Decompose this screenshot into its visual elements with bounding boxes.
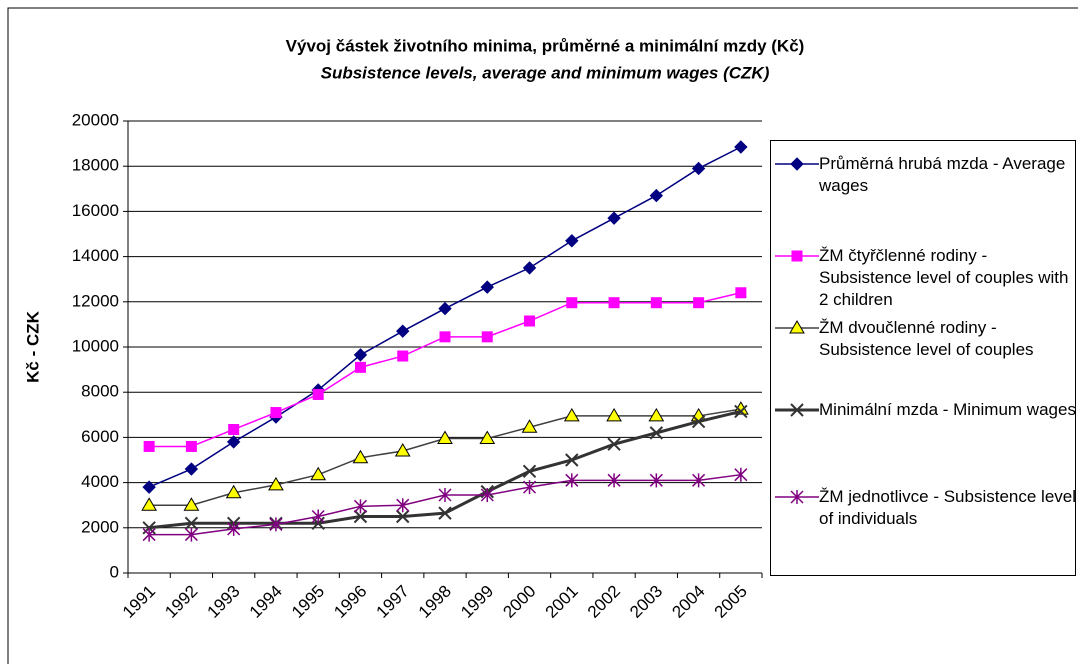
marker bbox=[734, 140, 748, 154]
marker bbox=[394, 442, 411, 457]
marker bbox=[310, 466, 327, 481]
legend-swatch bbox=[775, 320, 819, 334]
marker bbox=[649, 188, 664, 203]
marker bbox=[438, 301, 452, 316]
marker bbox=[521, 419, 538, 433]
marker bbox=[650, 297, 662, 309]
y-tick-label: 18000 bbox=[72, 156, 119, 175]
marker bbox=[693, 297, 705, 309]
marker bbox=[141, 497, 158, 511]
chart-title: Vývoj částek životního minima, průměrné … bbox=[286, 36, 805, 55]
marker bbox=[354, 361, 366, 373]
legend: Průměrná hrubá mzda - Average wages ŽM čt… bbox=[770, 140, 1076, 576]
marker bbox=[649, 426, 664, 440]
marker bbox=[480, 280, 494, 294]
y-tick-label: 20000 bbox=[72, 110, 119, 129]
marker bbox=[734, 467, 748, 482]
marker bbox=[438, 506, 452, 520]
marker bbox=[143, 440, 155, 452]
marker bbox=[185, 440, 197, 452]
y-tick-label: 4000 bbox=[81, 472, 119, 491]
marker bbox=[226, 435, 241, 449]
marker bbox=[735, 287, 747, 299]
marker bbox=[522, 261, 537, 275]
marker bbox=[565, 453, 579, 467]
y-tick-label: 0 bbox=[110, 562, 119, 581]
marker bbox=[791, 250, 803, 262]
legend-label: ŽM čtyřčlenné rodiny - Subsistence level… bbox=[819, 246, 1069, 309]
legend-label: ŽM dvoučlenné rodiny - Subsistence level… bbox=[819, 318, 1034, 359]
marker bbox=[397, 350, 409, 362]
marker bbox=[396, 509, 410, 524]
marker bbox=[268, 476, 284, 491]
marker bbox=[396, 324, 410, 338]
marker bbox=[790, 157, 804, 171]
marker bbox=[523, 480, 537, 495]
marker bbox=[691, 161, 706, 176]
marker bbox=[183, 497, 200, 511]
marker bbox=[607, 473, 621, 488]
marker bbox=[565, 234, 579, 248]
marker bbox=[353, 499, 367, 514]
marker bbox=[565, 473, 579, 488]
marker bbox=[269, 517, 283, 532]
legend-swatch bbox=[775, 490, 819, 504]
marker bbox=[734, 404, 748, 419]
marker bbox=[479, 430, 496, 445]
marker bbox=[184, 462, 199, 476]
legend-swatch bbox=[775, 403, 819, 417]
marker bbox=[311, 509, 325, 524]
marker bbox=[438, 488, 452, 503]
marker bbox=[270, 407, 282, 419]
y-tick-label: 10000 bbox=[72, 336, 119, 355]
marker bbox=[790, 490, 804, 504]
y-tick-label: 2000 bbox=[81, 517, 119, 536]
marker bbox=[439, 331, 451, 343]
marker bbox=[225, 484, 242, 499]
marker bbox=[142, 480, 156, 494]
marker bbox=[566, 297, 578, 309]
legend-label: Minimální mzda - Minimum wages bbox=[819, 400, 1076, 419]
marker bbox=[608, 297, 620, 309]
marker bbox=[184, 516, 199, 530]
marker bbox=[142, 527, 156, 542]
legend-label: ŽM jednotlivce - Subsistence level of in… bbox=[819, 487, 1077, 528]
marker bbox=[692, 473, 706, 488]
marker bbox=[396, 498, 410, 513]
marker bbox=[524, 315, 536, 327]
marker bbox=[353, 348, 368, 362]
marker bbox=[790, 403, 804, 417]
y-tick-label: 6000 bbox=[81, 427, 119, 446]
y-tick-label: 14000 bbox=[72, 246, 119, 265]
marker bbox=[481, 331, 493, 343]
marker bbox=[607, 211, 621, 225]
marker bbox=[227, 521, 241, 536]
legend-label: Průměrná hrubá mzda - Average wages bbox=[819, 154, 1066, 195]
marker bbox=[437, 430, 453, 445]
marker bbox=[353, 509, 368, 524]
y-axis-label: Kč - CZK bbox=[23, 310, 42, 383]
y-tick-label: 16000 bbox=[72, 201, 119, 220]
marker bbox=[648, 407, 665, 422]
marker bbox=[563, 407, 580, 422]
marker bbox=[606, 407, 622, 422]
legend-swatch bbox=[775, 250, 819, 262]
marker bbox=[691, 414, 706, 429]
marker bbox=[522, 464, 537, 479]
marker bbox=[607, 437, 621, 451]
y-tick-label: 12000 bbox=[72, 291, 119, 310]
chart-subtitle: Subsistence levels, average and minimum … bbox=[321, 63, 770, 82]
marker bbox=[352, 449, 369, 464]
marker bbox=[184, 527, 198, 542]
marker bbox=[228, 423, 240, 435]
marker bbox=[480, 488, 494, 503]
marker bbox=[789, 320, 805, 334]
y-tick-label: 8000 bbox=[81, 382, 119, 401]
legend-swatch bbox=[775, 157, 819, 171]
marker bbox=[312, 388, 324, 400]
marker bbox=[649, 473, 663, 488]
